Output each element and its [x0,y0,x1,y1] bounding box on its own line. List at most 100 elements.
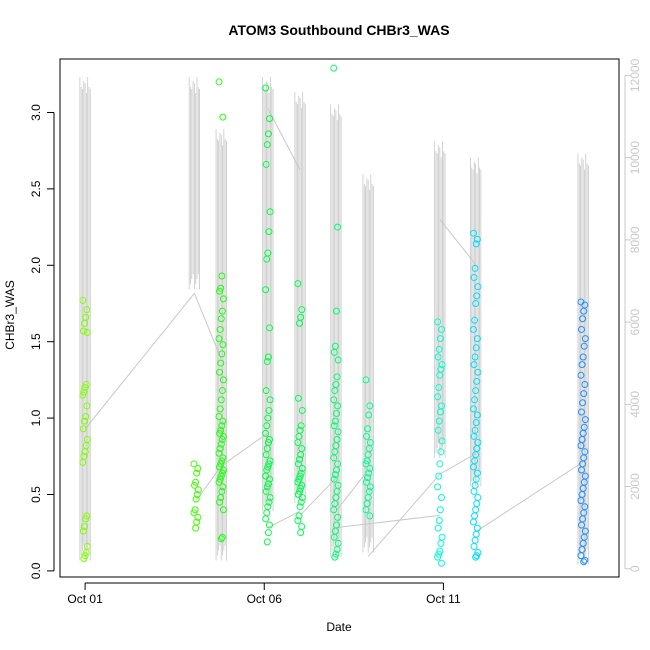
data-point [264,529,272,537]
data-point [434,524,442,532]
data-point [365,469,373,477]
data-point [297,469,305,477]
data-point [265,406,273,414]
data-point [262,286,270,294]
data-point [472,419,480,427]
data-point [469,518,477,526]
data-point [79,327,87,335]
data-point [434,353,442,361]
data-point [469,463,477,471]
data-point [266,396,274,404]
data-point [82,413,90,421]
data-point [79,425,87,433]
data-point [366,483,374,491]
data-point [580,390,588,398]
data-point [473,292,481,300]
data-point [330,454,338,462]
data-point [436,335,444,343]
data-point [265,521,273,529]
x-tick-label: Oct 06 [247,592,283,606]
data-point [473,335,481,343]
data-point [581,335,589,343]
data-point [436,547,444,555]
data-point [437,494,445,502]
data-point [332,466,340,474]
data-point [471,536,479,544]
data-point [81,384,89,392]
data-point [332,410,340,418]
data-point [471,316,479,324]
data-point [436,408,444,416]
data-point [579,353,587,361]
data-point [330,348,338,356]
data-point [364,425,372,433]
data-point [218,272,226,280]
data-point [218,422,226,430]
data-point [219,454,227,462]
data-point [219,295,227,303]
data-point [219,113,227,121]
y-tick-label: 2.0 [29,257,43,274]
data-point [366,465,374,473]
data-point [192,478,200,486]
data-point [79,458,87,466]
data-point [470,361,478,369]
data-point [296,455,304,463]
data-point [473,500,481,508]
data-point [83,306,91,314]
data-point [581,556,589,564]
data-point [265,475,273,483]
data-point [294,460,302,468]
y2-tick-label: 0 [628,565,642,572]
data-point [216,287,224,295]
secondary-connector-line [475,461,584,533]
data-point [266,494,274,502]
data-point [81,552,89,560]
data-point [294,394,302,402]
data-point [191,481,199,489]
y-axis-label: CHBr3_WAS [3,280,17,350]
data-point [218,387,226,395]
data-point [193,490,201,498]
data-point [330,533,338,541]
data-point [217,472,225,480]
data-point [577,552,585,560]
data-point [474,283,482,291]
data-point [471,264,479,272]
data-point [469,405,477,413]
data-point [218,469,226,477]
data-point [472,530,480,538]
data-point [217,396,225,404]
secondary-connector-line [84,293,195,430]
data-point [215,413,223,421]
data-point [580,558,588,566]
data-point [79,391,87,399]
data-point [333,373,341,381]
data-point [215,78,223,86]
data-point [81,523,89,531]
data-point [215,478,223,486]
data-point [580,307,588,315]
data-point [216,405,224,413]
data-point [298,523,306,531]
data-point [472,506,480,514]
data-point [190,460,198,468]
data-point [194,486,202,494]
data-point [219,506,227,514]
y-tick-label: 0.5 [29,486,43,503]
data-point [334,428,342,436]
x-tick-label: Oct 01 [67,592,103,606]
data-point [471,481,479,489]
data-point [296,503,304,511]
data-point [469,325,477,333]
data-point [334,223,342,231]
data-point [216,368,224,376]
data-point [262,160,270,168]
data-point [81,319,89,327]
data-point [194,513,202,521]
x-tick-label: Oct 11 [426,592,461,606]
data-point [434,483,442,491]
data-point [581,416,589,424]
data-point [219,417,227,425]
secondary-connector-line [335,514,440,529]
